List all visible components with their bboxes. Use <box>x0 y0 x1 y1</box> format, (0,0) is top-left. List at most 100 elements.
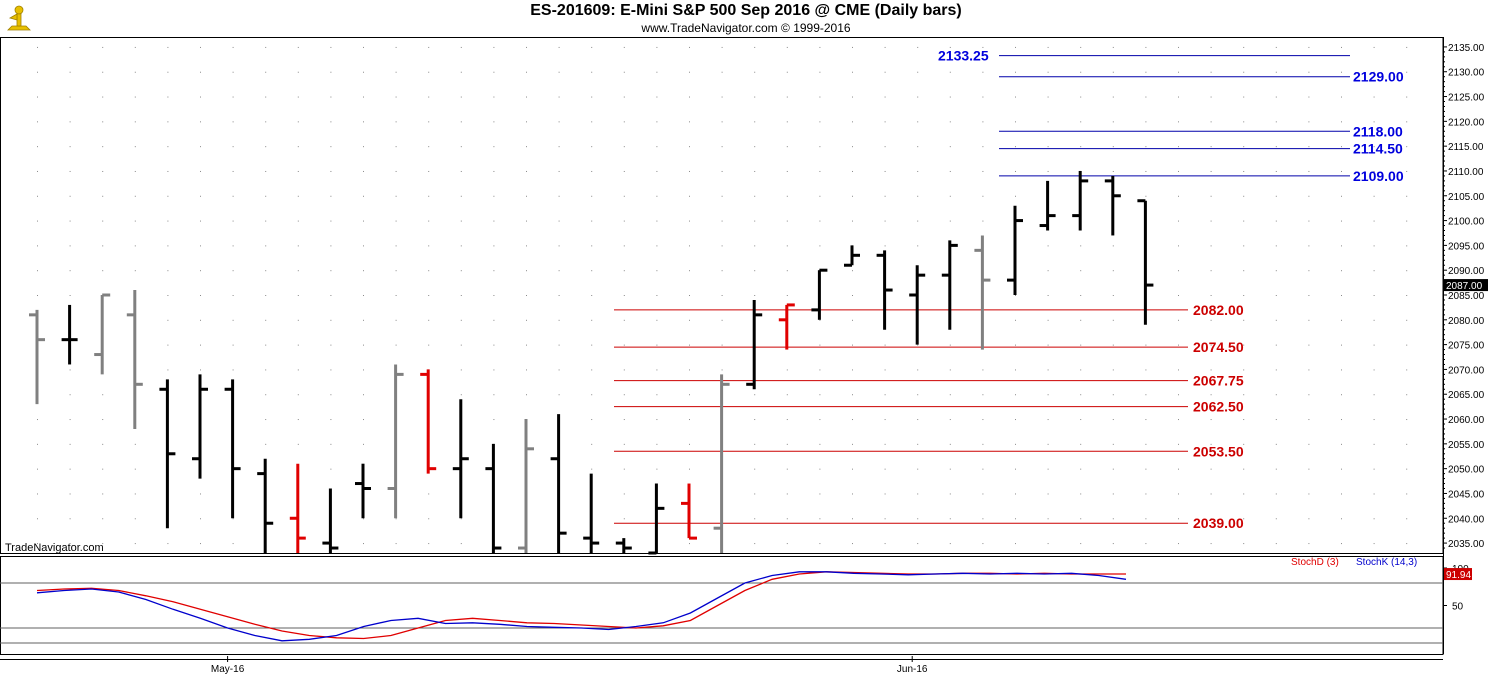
grid-dot <box>395 195 397 197</box>
price-levels: 2082.00 2074.50 2067.75 2062.50 2053.50 2039.… <box>614 48 1404 531</box>
grid-dot <box>330 220 332 222</box>
grid-dot <box>754 543 756 545</box>
grid-dot <box>1015 543 1016 545</box>
grid-dot <box>917 443 919 445</box>
grid-dot <box>1178 394 1179 396</box>
grid-dot <box>1145 518 1147 520</box>
grid-dot <box>721 46 723 48</box>
grid-dot <box>1178 195 1179 197</box>
stochd-legend: StochD (3) <box>1291 557 1339 568</box>
grid-dot <box>1275 518 1277 520</box>
grid-dot <box>558 245 560 247</box>
ohlc-bar <box>224 379 241 519</box>
stochk-legend: StochK (14,3) <box>1356 557 1417 568</box>
stochastic-panel: 10050StochD (3)StochK (14,3)91.94 <box>0 556 1472 655</box>
price-tick-label: 2110.00 <box>1448 167 1484 178</box>
grid-dot <box>1178 468 1179 470</box>
grid-dot <box>721 295 723 296</box>
grid-dot <box>689 394 690 396</box>
grid-dot <box>1210 270 1212 272</box>
grid-dot <box>1210 46 1212 48</box>
grid-dot <box>1047 121 1049 123</box>
grid-dot <box>1080 245 1082 247</box>
grid-dot <box>428 319 430 321</box>
grid-dot <box>1373 96 1375 98</box>
grid-dot <box>982 195 984 197</box>
grid-dot <box>200 121 201 123</box>
grid-dot <box>884 46 886 48</box>
grid-dot <box>265 443 267 445</box>
grid-dot <box>1015 121 1016 123</box>
grid-dot <box>363 146 364 148</box>
grid-dot <box>395 295 397 296</box>
grid-dot <box>917 468 919 470</box>
grid-dot <box>819 146 821 148</box>
grid-dot <box>167 220 169 222</box>
grid-dot <box>1015 419 1016 421</box>
grid-dot <box>526 344 527 346</box>
grid-dot <box>330 245 332 247</box>
grid-dot <box>1373 319 1375 321</box>
grid-dot <box>460 46 462 48</box>
ohlc-bar <box>387 364 404 519</box>
ohlc-bar <box>648 483 665 555</box>
grid-dot <box>1243 71 1245 73</box>
grid-dot <box>363 344 364 346</box>
grid-dot <box>1341 319 1342 321</box>
grid-dot <box>591 443 593 445</box>
grid-dot <box>623 121 625 123</box>
grid-dot <box>526 121 527 123</box>
ohlc-bar <box>420 369 437 474</box>
grid-dot <box>1275 170 1277 172</box>
grid-dot <box>1080 71 1082 73</box>
grid-dot <box>721 121 723 123</box>
grid-dot <box>265 319 267 321</box>
grid-dot <box>428 270 430 272</box>
grid-dot <box>428 295 430 296</box>
grid-dot <box>1406 71 1408 73</box>
grid-dot <box>1210 443 1212 445</box>
grid-dot <box>1112 344 1114 346</box>
grid-dot <box>297 295 299 296</box>
grid-dot <box>917 369 919 371</box>
grid-dot <box>754 71 756 73</box>
grid-dot <box>819 468 821 470</box>
resistance-label: 2114.50 <box>1353 141 1403 157</box>
grid-dot <box>526 195 527 197</box>
grid-dot <box>917 46 919 48</box>
grid-dot <box>37 195 38 197</box>
grid-dot <box>102 468 104 470</box>
ohlc-bar <box>518 419 534 553</box>
grid-dot <box>134 245 136 247</box>
grid-dot <box>330 170 332 172</box>
grid-dot <box>917 344 919 346</box>
grid-dot <box>852 146 853 148</box>
grid-dot <box>493 295 495 296</box>
grid-dot <box>1243 319 1245 321</box>
grid-dot <box>69 96 71 98</box>
grid-dot <box>754 270 756 272</box>
grid-dot <box>37 71 38 73</box>
grid-dot <box>754 121 756 123</box>
grid-dot <box>330 443 332 445</box>
grid-dot <box>884 344 886 346</box>
grid-dot <box>37 270 38 272</box>
grid-dot <box>558 369 560 371</box>
grid-dot <box>37 146 38 148</box>
grid-dot <box>134 71 136 73</box>
ohlc-bar <box>1104 175 1121 236</box>
ohlc-bar <box>844 245 860 267</box>
grid-dot <box>689 319 690 321</box>
grid-dot <box>949 344 951 346</box>
grid-dot <box>363 245 364 247</box>
grid-dot <box>330 46 332 48</box>
grid-dot <box>297 344 299 346</box>
grid-dot <box>1341 121 1342 123</box>
grid-dot <box>395 518 397 520</box>
grid-dot <box>363 270 364 272</box>
grid-dot <box>1341 443 1342 445</box>
grid-dot <box>852 270 853 272</box>
grid-dot <box>1406 46 1408 48</box>
grid-dot <box>1145 419 1147 421</box>
grid-dot <box>232 195 234 197</box>
